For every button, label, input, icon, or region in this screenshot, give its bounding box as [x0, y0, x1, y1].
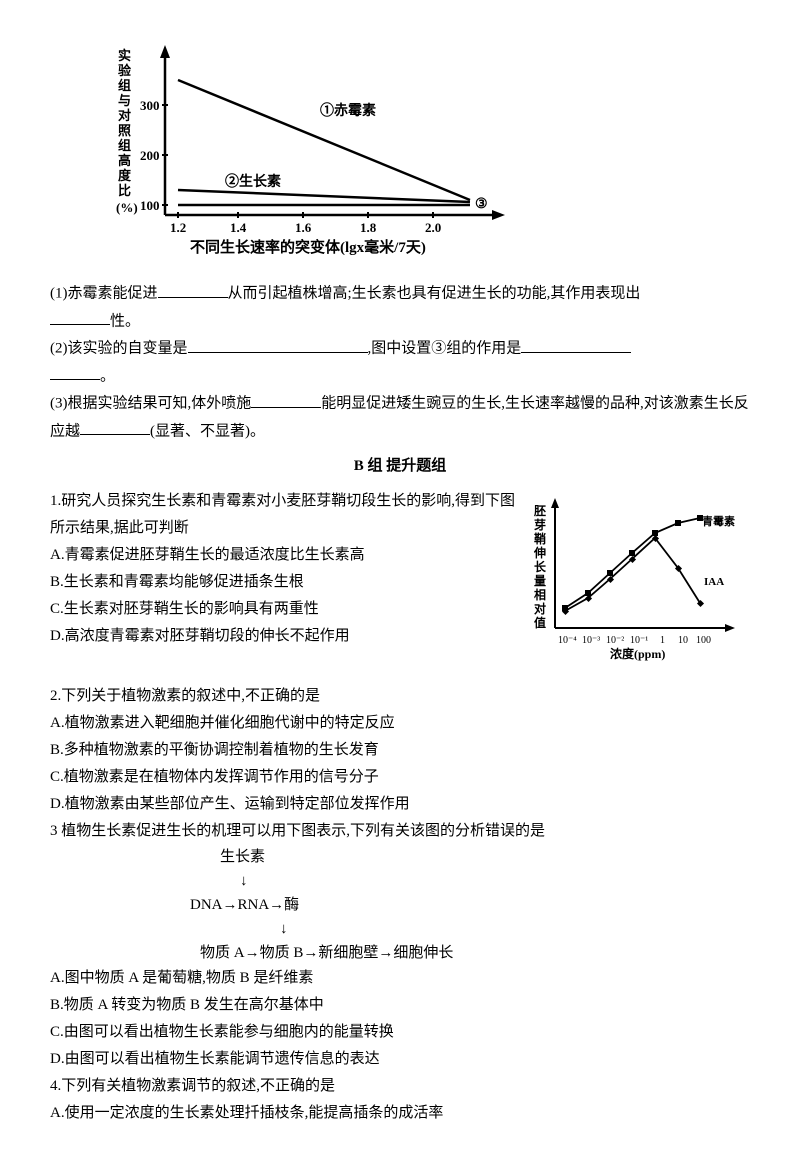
q1-line1: (1)赤霉素能促进 从而引起植株增高;生长素也具有促进生长的功能,其作用表现出 [50, 280, 750, 308]
svg-text:1.6: 1.6 [295, 220, 312, 235]
q1-line2: 性。 [50, 308, 750, 336]
section-b-title: B 组 提升题组 [50, 453, 750, 480]
svg-text:10⁻⁴: 10⁻⁴ [558, 635, 577, 646]
svg-text:1.8: 1.8 [360, 220, 377, 235]
svg-text:胚: 胚 [534, 503, 546, 518]
svg-text:10⁻²: 10⁻² [606, 635, 624, 646]
blank[interactable] [80, 418, 150, 436]
blank[interactable] [188, 335, 368, 353]
svg-text:组: 组 [118, 78, 131, 93]
q2-line1: (2)该实验的自变量是 ,图中设置③组的作用是 [50, 335, 750, 363]
auxin-mechanism-diagram: 生长素 ↓ DNA→RNA→酶 ↓ 物质 A→物质 B→新细胞壁→细胞伸长 [170, 845, 750, 965]
b4-stem: 4.下列有关植物激素调节的叙述,不正确的是 [50, 1073, 750, 1100]
svg-text:鞘: 鞘 [534, 531, 546, 546]
svg-text:100: 100 [696, 635, 711, 646]
svg-text:实: 实 [118, 48, 131, 63]
svg-text:(%): (%) [116, 200, 138, 215]
svg-text:10: 10 [678, 635, 688, 646]
svg-text:③: ③ [475, 197, 488, 212]
b3-option-a[interactable]: A.图中物质 A 是葡萄糖,物质 B 是纤维素 [50, 965, 750, 992]
svg-text:①赤霉素: ①赤霉素 [320, 102, 376, 119]
svg-text:300: 300 [140, 98, 160, 113]
svg-text:200: 200 [140, 148, 160, 163]
diagram-line3: 物质 A→物质 B→新细胞壁→细胞伸长 [200, 941, 750, 965]
q3-line1: (3)根据实验结果可知,体外喷施能明显促进矮生豌豆的生长,生长速率越慢的品种,对… [50, 390, 750, 445]
b3-option-b[interactable]: B.物质 A 转变为物质 B 发生在高尔基体中 [50, 992, 750, 1019]
svg-text:IAA: IAA [704, 576, 724, 588]
b2-option-b[interactable]: B.多种植物激素的平衡协调控制着植物的生长发育 [50, 737, 750, 764]
svg-text:1: 1 [660, 635, 665, 646]
svg-text:10⁻¹: 10⁻¹ [630, 635, 648, 646]
b2-option-a[interactable]: A.植物激素进入靶细胞并催化细胞代谢中的特定反应 [50, 710, 750, 737]
svg-text:对: 对 [534, 601, 546, 616]
blank[interactable] [521, 335, 631, 353]
svg-text:2.0: 2.0 [425, 220, 441, 235]
b4-option-a[interactable]: A.使用一定浓度的生长素处理扦插枝条,能提高插条的成活率 [50, 1100, 750, 1127]
svg-text:度: 度 [118, 168, 132, 183]
svg-text:组: 组 [118, 138, 131, 153]
q3-text-1: (3)根据实验结果可知,体外喷施 [50, 396, 251, 412]
diagram-line2: DNA→RNA→酶 [190, 893, 750, 917]
b2-stem: 2.下列关于植物激素的叙述中,不正确的是 [50, 683, 750, 710]
svg-text:不同生长速率的突变体(lgx毫米/7天): 不同生长速率的突变体(lgx毫米/7天) [190, 238, 426, 256]
q3-text-3: (显著、不显著)。 [150, 423, 265, 439]
svg-text:100: 100 [140, 198, 160, 213]
q2-line2: 。 [50, 363, 750, 391]
b2-option-c[interactable]: C.植物激素是在植物体内发挥调节作用的信号分子 [50, 764, 750, 791]
svg-text:相: 相 [534, 587, 546, 602]
q1-text-1: (1)赤霉素能促进 [50, 286, 158, 302]
q1-text-3: 性。 [110, 313, 140, 329]
q2-text-3: 。 [100, 368, 115, 384]
svg-text:青霉素: 青霉素 [702, 514, 735, 528]
diagram-line1: 生长素 [220, 845, 750, 869]
b3-option-c[interactable]: C.由图可以看出植物生长素能参与细胞内的能量转换 [50, 1019, 750, 1046]
chart-penicillin-iaa: 胚 芽 鞘 伸 长 量 相 对 值 10⁻⁴ 10⁻³ 10⁻² 10⁻¹ 1 … [530, 493, 740, 673]
b3-option-d[interactable]: D.由图可以看出植物生长素能调节遗传信息的表达 [50, 1046, 750, 1073]
svg-text:10⁻³: 10⁻³ [582, 635, 600, 646]
svg-text:验: 验 [118, 63, 132, 78]
svg-text:伸: 伸 [533, 545, 546, 560]
svg-text:1.2: 1.2 [170, 220, 186, 235]
svg-text:量: 量 [534, 574, 546, 588]
chart-hormone-height: 实 验 组 与 对 照 组 高 度 比 (%) 100 200 300 1.2 … [110, 40, 750, 270]
svg-text:②生长素: ②生长素 [225, 173, 281, 190]
svg-text:1.4: 1.4 [230, 220, 247, 235]
q2-text-2: ,图中设置③组的作用是 [368, 341, 522, 357]
svg-text:浓度(ppm): 浓度(ppm) [610, 646, 665, 661]
blank[interactable] [158, 280, 228, 298]
blank[interactable] [50, 308, 110, 326]
q2-text-1: (2)该实验的自变量是 [50, 341, 188, 357]
down-arrow-icon: ↓ [240, 869, 750, 893]
b2-option-d[interactable]: D.植物激素由某些部位产生、运输到特定部位发挥作用 [50, 791, 750, 818]
b3-stem: 3 植物生长素促进生长的机理可以用下图表示,下列有关该图的分析错误的是 [50, 818, 750, 845]
svg-text:芽: 芽 [534, 517, 546, 532]
q1-text-2: 从而引起植株增高;生长素也具有促进生长的功能,其作用表现出 [228, 286, 641, 302]
svg-text:照: 照 [118, 123, 131, 138]
svg-text:高: 高 [118, 153, 131, 168]
svg-text:对: 对 [118, 108, 131, 123]
svg-text:值: 值 [534, 615, 546, 630]
svg-text:长: 长 [534, 559, 547, 574]
blank[interactable] [251, 390, 321, 408]
svg-text:与: 与 [118, 93, 131, 108]
blank[interactable] [50, 363, 100, 381]
svg-text:比: 比 [118, 183, 131, 198]
down-arrow-icon: ↓ [280, 917, 750, 941]
